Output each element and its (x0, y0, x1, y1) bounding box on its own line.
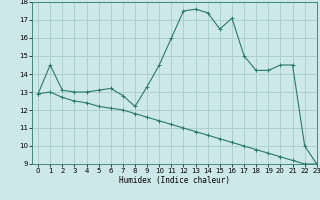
X-axis label: Humidex (Indice chaleur): Humidex (Indice chaleur) (119, 176, 230, 185)
